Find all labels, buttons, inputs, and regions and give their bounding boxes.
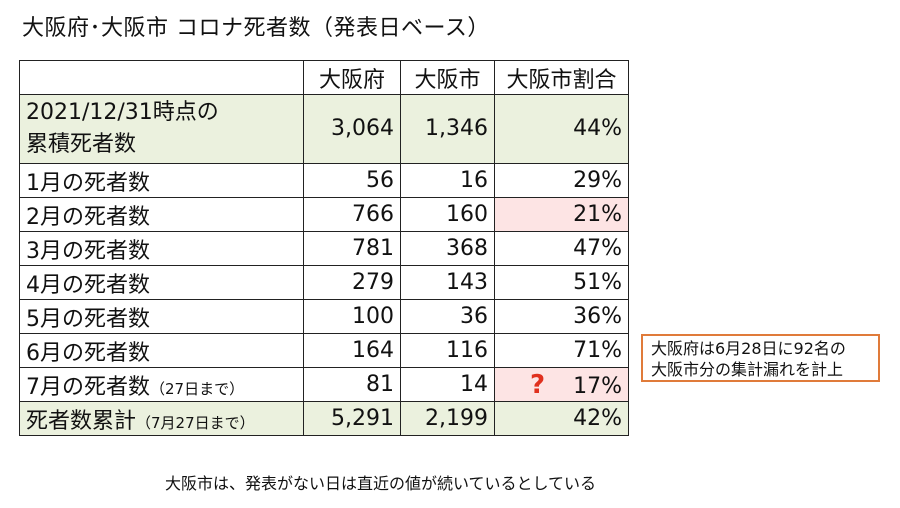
osaka-pref-value: 766 [303, 197, 401, 232]
row-label: 6月の死者数 [19, 333, 304, 368]
row-label: 5月の死者数 [19, 299, 304, 334]
table-row-month: 6月の死者数 164 116 71% [19, 333, 629, 368]
note-line1: 大阪府は6月28日に92名の [651, 339, 846, 358]
ratio-text: 17% [573, 373, 622, 399]
table-row-month: 2月の死者数 766 160 21% [19, 197, 629, 232]
osaka-pref-value: 781 [303, 231, 401, 266]
osaka-city-value: 16 [400, 163, 495, 198]
osaka-pref-value: 164 [303, 333, 401, 368]
row-label: 7月の死者数（27日まで） [19, 367, 304, 402]
table-row-month: 5月の死者数 100 36 36% [19, 299, 629, 334]
osaka-pref-value: 5,291 [303, 401, 401, 436]
table-row-cumulative-2021: 2021/12/31時点の 累積死者数 3,064 1,346 44% [19, 94, 629, 164]
ratio-value: 29% [494, 163, 629, 198]
ratio-value: 42% [494, 401, 629, 436]
table-row-month: 4月の死者数 279 143 51% [19, 265, 629, 300]
table-row-month: 1月の死者数 56 16 29% [19, 163, 629, 198]
ratio-value: 51% [494, 265, 629, 300]
note-line2: 大阪市分の集計漏れを計上 [651, 360, 844, 379]
column-header-osaka-pref: 大阪府 [303, 60, 401, 95]
osaka-pref-value: 56 [303, 163, 401, 198]
osaka-city-value: 160 [400, 197, 495, 232]
row-label-note: （7月27日まで） [136, 413, 255, 432]
page-title: 大阪府･大阪市 コロナ死者数（発表日ベース） [22, 16, 490, 41]
row-label-main: 死者数累計 [26, 408, 137, 434]
ratio-value: 44% [494, 94, 629, 164]
table-row-month: 3月の死者数 781 368 47% [19, 231, 629, 266]
row-label-note: （27日まで） [150, 379, 245, 398]
osaka-pref-value: 279 [303, 265, 401, 300]
column-header-ratio: 大阪市割合 [494, 60, 629, 95]
ratio-value: 36% [494, 299, 629, 334]
osaka-city-value: 368 [400, 231, 495, 266]
row-label-main: 7月の死者数 [26, 374, 150, 400]
osaka-city-value: 116 [400, 333, 495, 368]
ratio-value: 71% [494, 333, 629, 368]
row-label-line2: 累積死者数 [26, 132, 137, 157]
ratio-value-highlighted: 21% [494, 197, 629, 232]
row-label-line1: 2021/12/31時点の [26, 100, 219, 125]
osaka-city-value: 2,199 [400, 401, 495, 436]
column-header-osaka-city: 大阪市 [400, 60, 495, 95]
osaka-city-value: 36 [400, 299, 495, 334]
row-label: 死者数累計（7月27日まで） [19, 401, 304, 436]
footer-note: 大阪市は、発表がない日は直近の値が続いているとしている [165, 474, 597, 493]
osaka-city-value: 14 [400, 367, 495, 402]
table-row-july: 7月の死者数（27日まで） 81 14 ? 17% [19, 367, 629, 402]
osaka-pref-value: 81 [303, 367, 401, 402]
row-label: 1月の死者数 [19, 163, 304, 198]
osaka-city-value: 1,346 [400, 94, 495, 164]
deaths-table: 大阪府 大阪市 大阪市割合 2021/12/31時点の 累積死者数 3,064 … [19, 60, 629, 436]
question-mark-icon: ? [530, 369, 546, 400]
column-header-label [19, 60, 304, 95]
row-label: 3月の死者数 [19, 231, 304, 266]
osaka-pref-value: 100 [303, 299, 401, 334]
row-label: 2021/12/31時点の 累積死者数 [19, 94, 304, 164]
annotation-note-box: 大阪府は6月28日に92名の 大阪市分の集計漏れを計上 [641, 334, 880, 382]
osaka-city-value: 143 [400, 265, 495, 300]
ratio-value: 47% [494, 231, 629, 266]
ratio-value-highlighted: ? 17% [494, 367, 629, 402]
row-label: 4月の死者数 [19, 265, 304, 300]
row-label: 2月の死者数 [19, 197, 304, 232]
osaka-pref-value: 3,064 [303, 94, 401, 164]
table-header-row: 大阪府 大阪市 大阪市割合 [19, 60, 629, 95]
table-row-total: 死者数累計（7月27日まで） 5,291 2,199 42% [19, 401, 629, 436]
